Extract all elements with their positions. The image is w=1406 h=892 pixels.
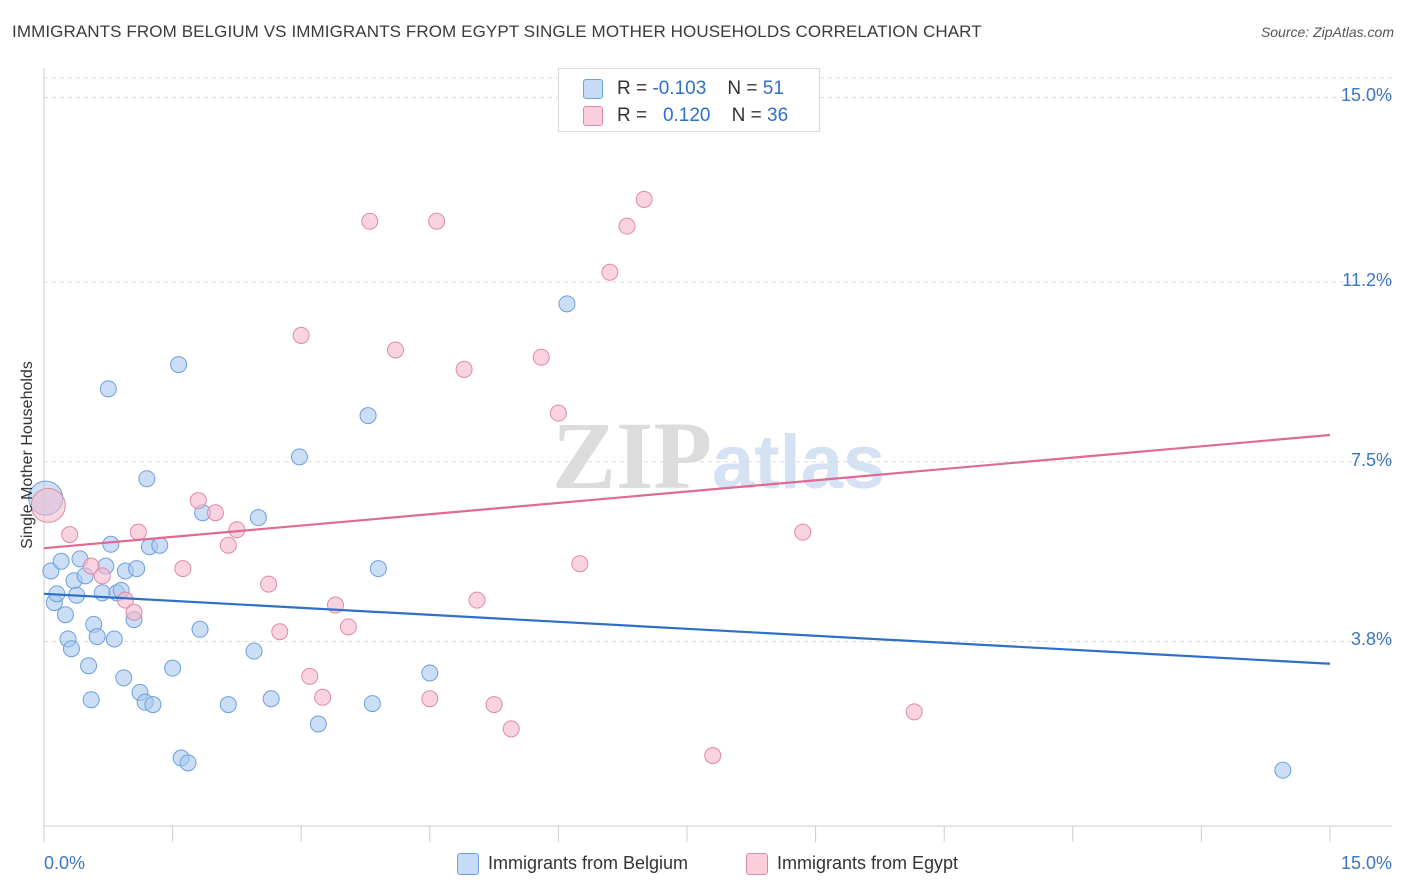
belgium-point-19	[102, 535, 120, 553]
y-axis-label: Single Mother Households	[19, 361, 36, 549]
legend-swatch-belgium	[583, 79, 603, 99]
belgium-point-5	[56, 606, 74, 624]
legend-r-value: 0.120	[662, 105, 711, 126]
egypt-point-18	[339, 618, 357, 636]
egypt-point-14	[292, 326, 310, 344]
egypt-point-3	[93, 567, 111, 585]
egypt-trend-line	[43, 433, 1331, 550]
belgium-point-36	[179, 754, 197, 772]
y-tick-label-1: 7.5%	[1350, 449, 1392, 470]
belgium-point-31	[144, 696, 162, 714]
legend-text-belgium: R = -0.103 N = 51	[617, 78, 784, 100]
egypt-point-8	[189, 492, 207, 510]
egypt-point-16	[314, 688, 332, 706]
egypt-point-35	[905, 703, 923, 721]
legend-r-label: R =	[617, 78, 648, 99]
belgium-point-23	[115, 669, 133, 687]
belgium-point-46	[363, 695, 381, 713]
legend-n-label: N =	[727, 78, 758, 99]
series-swatch-belgium	[457, 853, 479, 875]
egypt-point-30	[601, 263, 619, 281]
egypt-point-33	[704, 747, 722, 765]
egypt-point-9	[206, 504, 224, 522]
correlation-legend: R = -0.103 N = 51 R = 0.120 N = 36	[558, 68, 820, 132]
y-tick-label-3: 15.0%	[1340, 85, 1392, 106]
egypt-point-24	[468, 591, 486, 609]
egypt-point-23	[455, 360, 473, 378]
belgium-point-37	[191, 620, 209, 638]
egypt-point-28	[549, 404, 567, 422]
series-swatch-egypt	[746, 853, 768, 875]
belgium-point-4	[52, 552, 70, 570]
belgium-point-29	[138, 470, 156, 488]
belgium-trend-line	[43, 592, 1331, 665]
egypt-point-25	[485, 696, 503, 714]
egypt-point-31	[618, 217, 636, 235]
egypt-point-26	[502, 720, 520, 738]
legend-swatch-egypt	[583, 106, 603, 126]
belgium-point-49	[558, 295, 576, 313]
belgium-point-16	[93, 584, 111, 602]
belgium-point-48	[421, 664, 439, 682]
egypt-point-32	[635, 190, 653, 208]
belgium-point-43	[290, 448, 308, 466]
egypt-point-21	[421, 690, 439, 708]
egypt-point-19	[361, 212, 379, 230]
egypt-point-15	[301, 667, 319, 685]
egypt-point-10	[219, 536, 237, 554]
belgium-point-45	[359, 407, 377, 425]
egypt-point-13	[271, 623, 289, 641]
belgium-point-32	[151, 536, 169, 554]
y-tick-label-0: 3.8%	[1350, 629, 1392, 650]
egypt-point-0	[30, 487, 66, 523]
egypt-point-6	[129, 523, 147, 541]
belgium-point-42	[262, 690, 280, 708]
egypt-point-27	[532, 348, 550, 366]
legend-r-label: R =	[617, 105, 648, 126]
belgium-point-39	[219, 696, 237, 714]
belgium-point-33	[164, 659, 182, 677]
belgium-point-20	[105, 630, 123, 648]
belgium-point-15	[88, 628, 106, 646]
x-tick-label-left: 0.0%	[44, 853, 86, 873]
egypt-point-20	[387, 341, 405, 359]
egypt-point-22	[428, 212, 446, 230]
series-label-egypt: Immigrants from Egypt	[777, 853, 959, 873]
belgium-point-44	[309, 715, 327, 733]
belgium-point-50	[1274, 761, 1292, 779]
y-tick-label-2: 11.2%	[1342, 270, 1392, 290]
source-credit: Source: ZipAtlas.com	[1260, 24, 1394, 40]
legend-n-value: 51	[762, 78, 784, 99]
egypt-point-29	[571, 555, 589, 573]
belgium-point-18	[99, 380, 117, 398]
belgium-point-7	[62, 640, 80, 658]
egypt-point-34	[794, 523, 812, 541]
legend-text-egypt: R = 0.120 N = 36	[617, 105, 788, 127]
belgium-point-26	[128, 560, 146, 578]
chart-title: IMMIGRANTS FROM BELGIUM VS IMMIGRANTS FR…	[12, 22, 982, 41]
series-legend: Immigrants from Belgium Immigrants from …	[0, 852, 1406, 878]
belgium-point-12	[80, 657, 98, 675]
egypt-point-12	[260, 575, 278, 593]
egypt-point-4	[116, 591, 134, 609]
egypt-point-1	[61, 526, 79, 544]
belgium-point-13	[82, 691, 100, 709]
belgium-point-40	[245, 642, 263, 660]
series-label-belgium: Immigrants from Belgium	[488, 853, 689, 873]
egypt-point-2	[82, 557, 100, 575]
legend-n-label: N =	[731, 105, 762, 126]
belgium-point-41	[249, 509, 267, 527]
belgium-point-47	[369, 560, 387, 578]
legend-n-value: 36	[767, 105, 789, 126]
legend-r-value: -0.103	[652, 78, 707, 99]
belgium-point-34	[170, 356, 188, 374]
watermark-atlas: atlas	[712, 420, 886, 505]
egypt-point-5	[125, 603, 143, 621]
x-tick-label-right: 15.0%	[1340, 853, 1392, 873]
egypt-point-7	[174, 560, 192, 578]
